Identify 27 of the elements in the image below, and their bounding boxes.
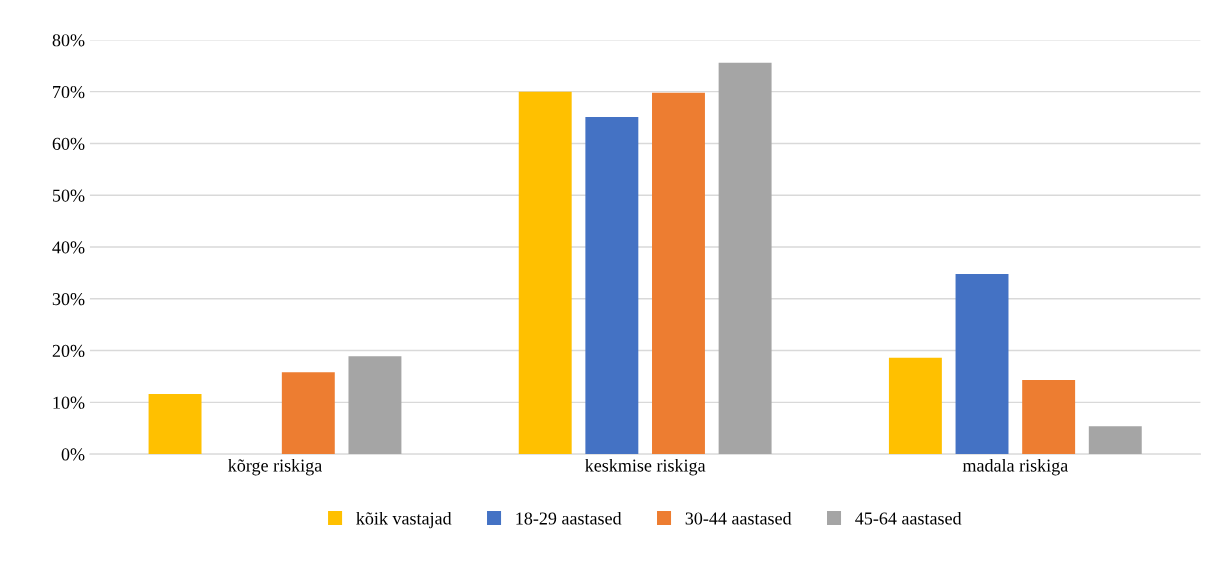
bar (1022, 380, 1076, 455)
legend-label: 45-64 aastased (855, 511, 962, 525)
y-tick-label: 10% (53, 396, 85, 409)
bar (652, 92, 705, 455)
bar (1088, 426, 1142, 455)
y-tick-label: 80% (52, 34, 85, 47)
legend-label: 18-29 aastased (516, 511, 622, 525)
legend-label: kõik vastajad (356, 511, 452, 529)
x-tick-label: madala riskiga (962, 458, 1068, 476)
y-tick-label: 0% (61, 448, 85, 461)
y-tick-label: 60% (52, 137, 85, 150)
bar (955, 273, 1009, 455)
bar (148, 394, 202, 455)
bar (888, 357, 942, 455)
y-tick-label: 40% (52, 241, 85, 254)
x-tick-label: kõrge riskiga (228, 458, 322, 476)
bar (518, 91, 572, 455)
y-tick-label: 50% (53, 189, 85, 202)
bar (585, 117, 639, 455)
y-tick-label: 20% (52, 344, 85, 358)
legend-label: 30-44 aastased (685, 511, 792, 525)
bar (348, 356, 402, 455)
bar (718, 62, 772, 455)
y-tick-label: 70% (53, 85, 85, 99)
y-tick-label: 30% (52, 293, 85, 306)
bar (281, 372, 335, 455)
x-tick-label: keskmise riskiga (585, 458, 706, 476)
